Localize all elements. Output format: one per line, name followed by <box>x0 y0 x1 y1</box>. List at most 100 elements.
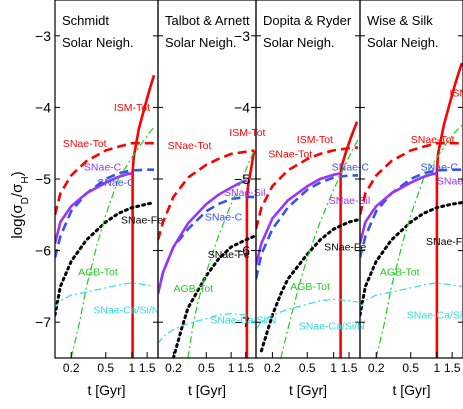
y-tick-label: −7 <box>234 314 250 330</box>
y-axis-label-end: ) <box>9 171 26 176</box>
series-line-snae-fe <box>259 218 360 353</box>
annotation-ism-tot: ISM-Tot <box>229 127 265 139</box>
panel-title: Dopita & Ryder <box>263 13 352 28</box>
x-tick-label: 1 <box>129 361 136 375</box>
series-line-snae-fe <box>360 201 463 317</box>
y-axis-label-main: log(σ <box>9 204 26 239</box>
series-line-snae-tot <box>360 141 462 216</box>
x-axis-label: t [Gyr] <box>87 382 125 398</box>
x-tick-label: 0.5 <box>402 361 419 375</box>
y-axis-label-mid: /σ <box>9 183 26 197</box>
x-axis-label: t [Gyr] <box>392 382 430 398</box>
annotation-snae-tot: SNae-Tot <box>411 134 455 146</box>
annotation-snae-tot: SNae-Tot <box>268 149 312 161</box>
annotation-snae-c: SNae-C <box>332 161 370 173</box>
annotation-snae-fe: SNae-Fe <box>208 249 250 261</box>
x-axis-label: t [Gyr] <box>188 382 226 398</box>
series-line-snae-c <box>360 168 462 259</box>
panel-title: Wise & Silk <box>367 13 433 28</box>
annotation-agb-tot: AGB-Tot <box>380 267 420 279</box>
panel-title: Schmidt <box>62 13 109 28</box>
series-line-snae-c <box>256 174 358 280</box>
y-tick-label: −3 <box>35 28 51 44</box>
annotation-snae-tot: SNae-Tot <box>168 140 212 152</box>
y-tick-label: −6 <box>234 243 250 259</box>
annotation-snae-fe: SNae-Fe <box>121 214 163 226</box>
y-tick-label: −4 <box>234 99 250 115</box>
series-line-ism-tot <box>245 150 256 358</box>
x-tick-label: 0.2 <box>368 361 385 375</box>
panel-frame <box>255 0 361 359</box>
annotation-snae-tot: SNae-Tot <box>63 138 107 150</box>
series-line-snae-c <box>55 168 154 259</box>
series-line-agb-tot <box>187 150 255 358</box>
panel-subtitle: Solar Neigh. <box>62 35 134 50</box>
y-tick-label: −5 <box>35 171 51 187</box>
x-tick-label: 0.2 <box>264 361 281 375</box>
y-axis-label-sub-d: D <box>20 197 31 204</box>
annotation-snae-c: SNae-C <box>421 161 459 173</box>
y-tick-label: −3 <box>234 28 250 44</box>
annotation-snae-c: SNae-C <box>84 161 122 173</box>
annotation-snae-ca-si-n: SNae-Ca/Si/N <box>93 305 159 317</box>
panels-group: −3−4−5−6−70.2 0.5 1 1.5t [Gyr]SchmidtSolar … <box>35 0 463 398</box>
annotation-snae-fe: SNae-Fe <box>426 236 463 248</box>
y-tick-label: −4 <box>35 99 51 115</box>
x-tick-label: 0.2 <box>165 361 182 375</box>
annotation-ism-tot: ISM-Tot <box>114 102 150 114</box>
series-line-snae-tot <box>158 149 255 241</box>
series-line-snae-ca-si-n <box>55 282 155 309</box>
annotation-agb-tot: AGB-Tot <box>78 267 118 279</box>
annotation-snae-c: SNae-C <box>205 212 243 224</box>
x-tick-label: 0.5 <box>97 361 114 375</box>
series-line-agb-tot <box>70 127 155 358</box>
series-line-ism-tot <box>131 74 156 358</box>
annotation-ism-tot: ISM-Tot <box>297 134 333 146</box>
annotation-snae-c: SNae-C <box>97 177 135 189</box>
x-tick-label: 0.5 <box>299 361 316 375</box>
annotation-snae-sil: SNae-Sil <box>437 176 463 188</box>
annotation-snae-fe: SNae-Fe <box>324 242 366 254</box>
series-line-snae-sil <box>55 172 133 244</box>
x-tick-label: 0.2 <box>63 361 80 375</box>
annotation-ism-tot: ISM-Tot <box>450 88 463 100</box>
annotation-snae-sil: SNae-Sil <box>224 187 265 199</box>
panel-subtitle: Solar Neigh. <box>165 35 237 50</box>
annotation-snae-ca-si-n: SNae-Ca/Si/N <box>299 320 365 332</box>
y-axis-label: log(σD/σH) <box>9 171 31 238</box>
series-line-snae-sil <box>360 172 438 244</box>
panel-dopita-ryder: 0.2 0.5 1 1.5 t [Gyr] Dopita & Ryder Solar Nei… <box>255 0 370 398</box>
series-line-snae-ca-si-n <box>158 312 255 345</box>
y-tick-label: −5 <box>234 171 250 187</box>
series-line-ism-tot <box>435 62 463 358</box>
y-tick-label: −7 <box>35 314 51 330</box>
annotation-agb-tot: AGB-Tot <box>290 281 330 293</box>
series-line-snae-tot <box>256 146 359 230</box>
series-line-agb-tot <box>280 139 359 358</box>
annotation-snae-ca-si-n: SNae-Ca/Si/N <box>210 315 276 327</box>
series-line-snae-ca-si-n <box>256 298 359 330</box>
x-tick-label: 1 <box>330 361 337 375</box>
annotation-agb-tot: AGB-Tot <box>173 283 213 295</box>
panel-subtitle: Solar Neigh. <box>263 35 335 50</box>
series-line-snae-tot <box>55 141 154 216</box>
x-axis-label: t [Gyr] <box>289 382 327 398</box>
panel-talbot-arnett: −3 −4 −5 −6 −7 0.2 0.5 1 1.5 t [Gyr] Talbot & Arne… <box>157 0 276 398</box>
panel-wise-silk: 0.2 0.5 1 1.5 t [Gyr] Wise & Silk Solar Neigh.… <box>359 0 463 398</box>
series-line-ism-tot <box>339 121 359 358</box>
x-tick-label: 1.5 <box>139 361 156 375</box>
panel-subtitle: Solar Neigh. <box>367 35 439 50</box>
series-line-snae-fe <box>55 201 156 317</box>
series-line-agb-tot <box>375 124 463 358</box>
y-tick-label: −6 <box>35 243 51 259</box>
x-tick-label: 1 <box>228 361 235 375</box>
panel-schmidt: −3 −4 −5 −6 −7 0.2 0.5 1 1.5 t [Gyr] Schmidt Solar … <box>35 0 163 398</box>
x-tick-label: 1.5 <box>237 361 254 375</box>
panel-title: Talbot & Arnett <box>165 13 250 28</box>
series-line-snae-sil <box>256 172 341 266</box>
x-tick-label: 1.5 <box>341 361 358 375</box>
series-line-snae-ca-si-n <box>360 282 463 309</box>
series-line-snae-sil <box>158 179 248 294</box>
y-axis-label-sub-h: H <box>20 176 31 183</box>
